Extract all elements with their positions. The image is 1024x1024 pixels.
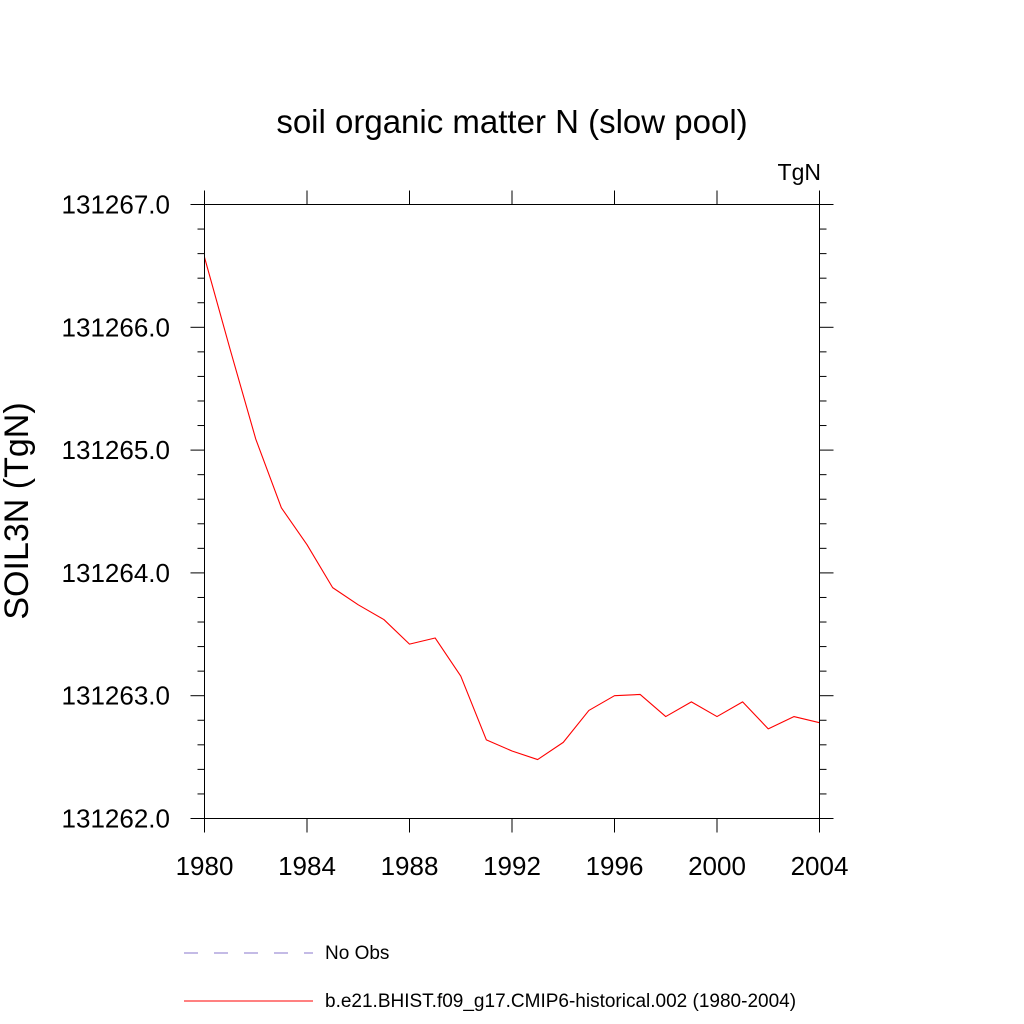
x-tick-label: 2004 [791, 851, 849, 881]
legend: No Obs b.e21.BHIST.f09_g17.CMIP6-histori… [184, 943, 796, 1012]
chart-title: soil organic matter N (slow pool) [276, 103, 747, 140]
x-tick-label: 1996 [586, 851, 644, 881]
axis-ticks [190, 190, 834, 833]
x-tick-label: 2000 [688, 851, 746, 881]
y-tick-label: 131266.0 [62, 312, 170, 342]
y-tick-label: 131267.0 [62, 190, 170, 220]
x-tick-label: 1988 [381, 851, 439, 881]
series-line [203, 257, 820, 761]
y-tick-labels: 131262.0 131263.0 131264.0 131265.0 131266.0… [62, 190, 170, 834]
y-tick-label: 131262.0 [62, 804, 170, 834]
x-tick-labels: 1980 1984 1988 1992 1996 2000 2004 [176, 851, 849, 881]
y-tick-label: 131265.0 [62, 435, 170, 465]
data-series [203, 257, 820, 761]
y-tick-label: 131264.0 [62, 558, 170, 588]
x-tick-label: 1984 [278, 851, 336, 881]
y-axis-label: SOIL3N (TgN) [0, 402, 36, 619]
legend-label-historical: b.e21.BHIST.f09_g17.CMIP6-historical.002… [325, 991, 796, 1012]
legend-label-no-obs: No Obs [325, 943, 389, 964]
x-tick-label: 1980 [176, 851, 234, 881]
y-tick-label: 131263.0 [62, 681, 170, 711]
plot-frame [204, 204, 820, 819]
x-tick-label: 1992 [483, 851, 541, 881]
units-label: TgN [778, 159, 821, 185]
